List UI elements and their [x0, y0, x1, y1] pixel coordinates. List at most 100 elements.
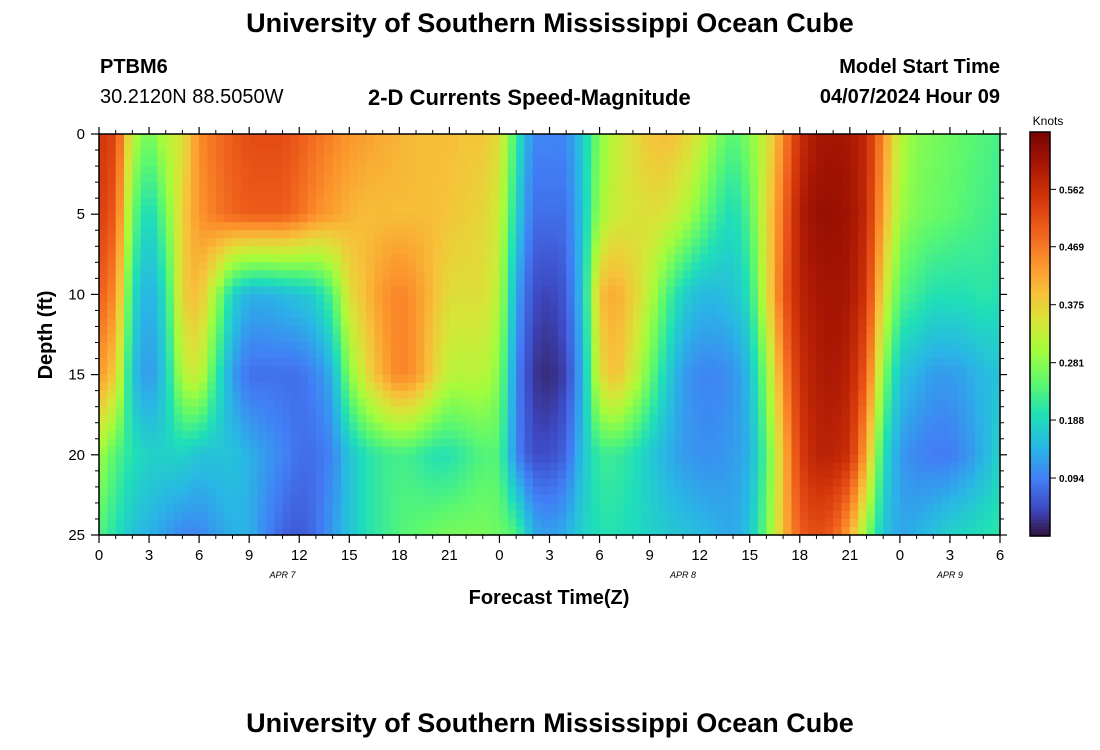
heatmap-cell: [716, 222, 726, 231]
heatmap-cell: [874, 494, 884, 504]
heatmap-cell: [941, 398, 951, 408]
heatmap-cell: [541, 262, 551, 271]
heatmap-cell: [182, 158, 192, 167]
heatmap-cell: [632, 182, 642, 191]
heatmap-cell: [883, 150, 893, 159]
heatmap-cell: [290, 238, 300, 247]
heatmap-cell: [382, 294, 392, 304]
heatmap-cell: [883, 230, 893, 239]
heatmap-cell: [207, 190, 217, 199]
heatmap-cell: [215, 414, 225, 424]
heatmap-cell: [491, 278, 501, 287]
heatmap-cell: [866, 246, 876, 255]
heatmap-cell: [332, 222, 342, 231]
heatmap-cell: [315, 278, 325, 287]
heatmap-cell: [699, 422, 709, 432]
heatmap-cell: [758, 406, 767, 416]
heatmap-cell: [224, 358, 234, 368]
heatmap-cell: [365, 166, 375, 175]
heatmap-cell: [741, 414, 751, 424]
heatmap-cell: [441, 286, 450, 295]
heatmap-cell: [332, 278, 342, 287]
heatmap-cell: [566, 374, 576, 384]
heatmap-cell: [758, 462, 767, 472]
heatmap-cell: [224, 214, 234, 223]
heatmap-cell: [99, 406, 108, 416]
heatmap-cell: [783, 414, 793, 424]
heatmap-cell: [99, 214, 108, 223]
heatmap-cell: [107, 398, 117, 408]
heatmap-cell: [591, 438, 601, 448]
heatmap-cell: [149, 238, 158, 247]
heatmap-cell: [624, 214, 634, 223]
heatmap-cell: [374, 318, 384, 328]
heatmap-cell: [99, 174, 108, 183]
heatmap-cell: [524, 462, 534, 472]
heatmap-cell: [708, 374, 717, 384]
heatmap-cell: [616, 390, 626, 400]
heatmap-cell: [566, 310, 576, 320]
heatmap-cell: [507, 438, 517, 448]
heatmap-cell: [407, 414, 417, 424]
heatmap-cell: [324, 302, 334, 312]
heatmap-cell: [265, 382, 275, 392]
heatmap-cell: [207, 470, 217, 480]
heatmap-cell: [566, 350, 576, 360]
heatmap-cell: [532, 238, 542, 247]
heatmap-cell: [115, 486, 125, 496]
heatmap-cell: [324, 438, 334, 448]
heatmap-cell: [524, 310, 534, 320]
heatmap-cell: [332, 294, 342, 304]
heatmap-cell: [407, 422, 417, 432]
heatmap-cell: [482, 190, 492, 199]
heatmap-cell: [274, 478, 284, 488]
heatmap-cell: [983, 470, 993, 480]
heatmap-cell: [883, 222, 893, 231]
heatmap-cell: [174, 262, 184, 271]
heatmap-cell: [115, 454, 125, 464]
heatmap-cell: [99, 358, 108, 368]
heatmap-cell: [632, 286, 642, 295]
heatmap-cell: [257, 390, 267, 400]
heatmap-cell: [966, 398, 976, 408]
heatmap-cell: [157, 254, 167, 263]
heatmap-cell: [274, 134, 284, 143]
heatmap-cell: [783, 174, 793, 183]
heatmap-cell: [357, 462, 367, 472]
heatmap-cell: [799, 342, 809, 352]
heatmap-cell: [491, 222, 501, 231]
heatmap-cell: [274, 222, 284, 231]
heatmap-cell: [157, 398, 167, 408]
heatmap-cell: [816, 398, 826, 408]
heatmap-cell: [390, 262, 400, 271]
heatmap-cell: [708, 198, 717, 207]
heatmap-cell: [315, 486, 325, 496]
heatmap-cell: [599, 486, 609, 496]
heatmap-cell: [265, 134, 275, 143]
heatmap-cell: [249, 406, 259, 416]
heatmap-cell: [457, 294, 467, 304]
heatmap-cell: [783, 454, 793, 464]
heatmap-cell: [591, 350, 601, 360]
heatmap-cell: [808, 310, 818, 320]
heatmap-cell: [190, 286, 200, 295]
heatmap-cell: [140, 398, 150, 408]
heatmap-cell: [499, 134, 509, 143]
heatmap-cell: [899, 430, 909, 440]
heatmap-cell: [282, 462, 292, 472]
heatmap-cell: [983, 382, 993, 392]
heatmap-cell: [149, 374, 158, 384]
heatmap-cell: [783, 166, 793, 175]
heatmap-cell: [783, 438, 793, 448]
heatmap-cell: [299, 446, 309, 456]
heatmap-cell: [591, 158, 601, 167]
heatmap-cell: [949, 142, 959, 151]
heatmap-cell: [507, 190, 517, 199]
heatmap-cell: [516, 446, 526, 456]
heatmap-cell: [474, 150, 484, 159]
heatmap-cell: [891, 438, 901, 448]
heatmap-cell: [924, 174, 934, 183]
heatmap-cell: [891, 478, 901, 488]
heatmap-cell: [949, 414, 959, 424]
heatmap-cell: [357, 358, 367, 368]
